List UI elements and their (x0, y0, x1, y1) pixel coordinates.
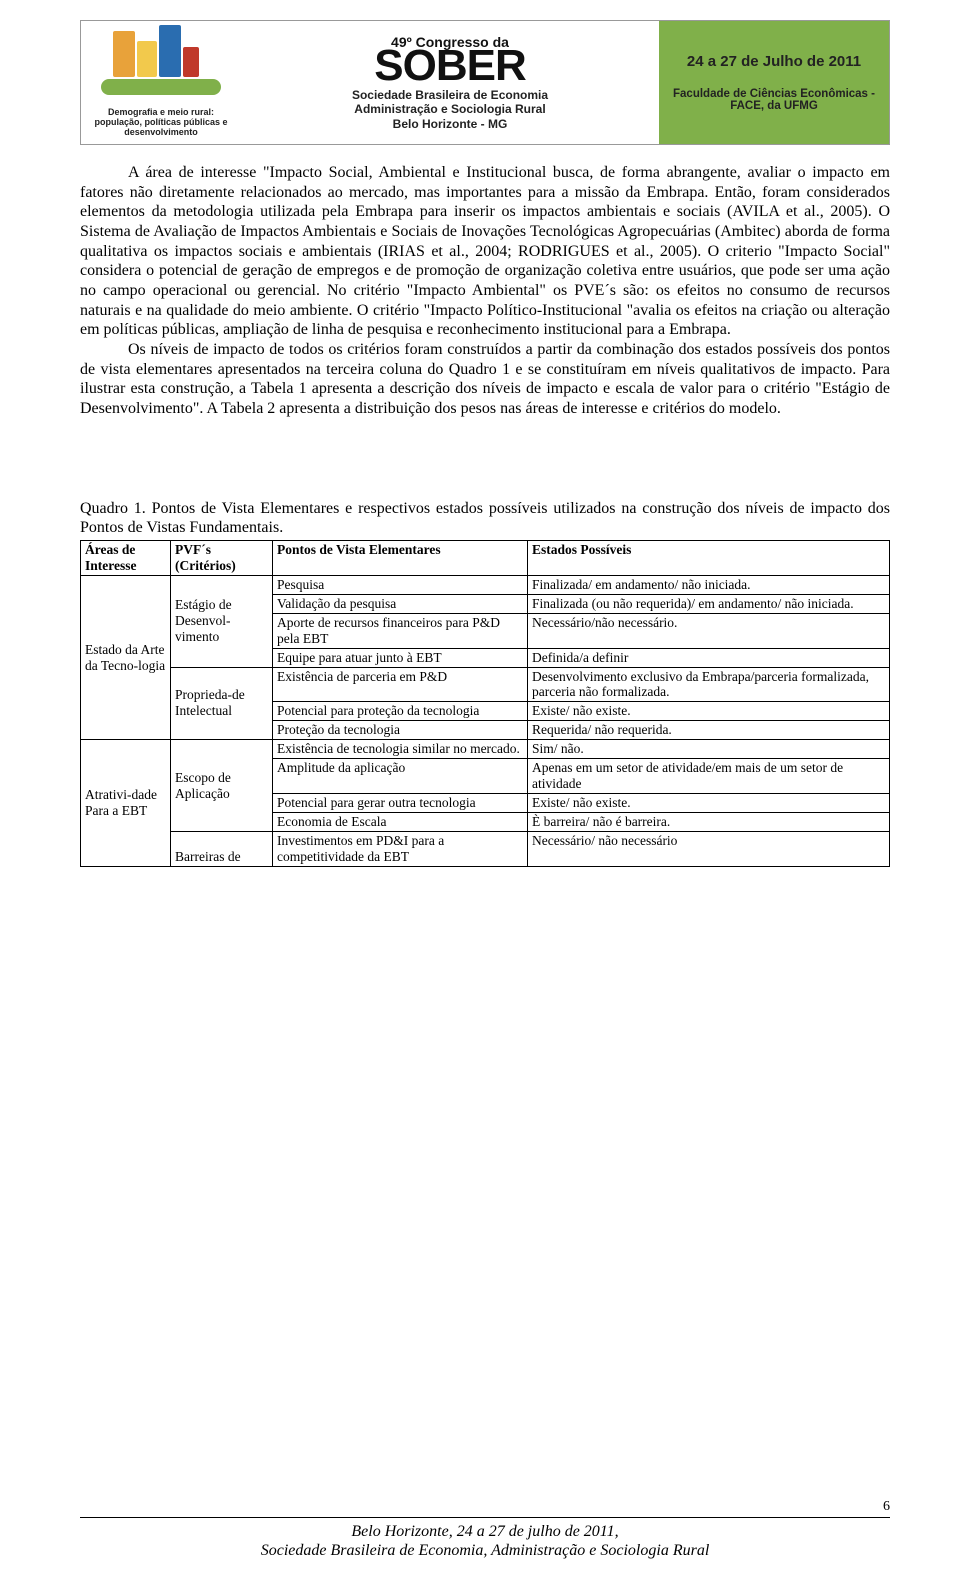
th-pvfs: PVF´s (Critérios) (171, 541, 273, 576)
paragraph-1: A área de interesse "Impacto Social, Amb… (80, 163, 890, 340)
cell-pve: Existência de tecnologia similar no merc… (273, 740, 528, 759)
cell-estado: Definida/a definir (528, 648, 890, 667)
cell-criterio: Proprieda-de Intelectual (171, 667, 273, 740)
sober-sub1: Sociedade Brasileira de Economia (352, 88, 548, 102)
cell-pve: Validação da pesquisa (273, 594, 528, 613)
cell-pve: Pesquisa (273, 575, 528, 594)
header-banner: Demografia e meio rural: população, polí… (80, 20, 890, 145)
event-dates: 24 a 27 de Julho de 2011 (687, 53, 861, 70)
banner-right: 24 a 27 de Julho de 2011 Faculdade de Ci… (659, 21, 889, 144)
cell-area: Atrativi-dade Para a EBT (81, 740, 171, 866)
cell-criterio: Barreiras de (171, 831, 273, 866)
table-row: Barreiras de Investimentos em PD&I para … (81, 831, 890, 866)
sober-sub2: Administração e Sociologia Rural (354, 102, 545, 116)
page-footer: 6 Belo Horizonte, 24 a 27 de julho de 20… (80, 1517, 890, 1561)
table-caption: Quadro 1. Pontos de Vista Elementares e … (80, 499, 890, 538)
cell-estado: Finalizada/ em andamento/ não iniciada. (528, 575, 890, 594)
table-row: Atrativi-dade Para a EBT Escopo de Aplic… (81, 740, 890, 759)
banner-left: Demografia e meio rural: população, polí… (81, 21, 241, 144)
table-header-row: Áreas de Interesse PVF´s (Critérios) Pon… (81, 541, 890, 576)
footer-divider (80, 1517, 890, 1518)
body-text: A área de interesse "Impacto Social, Amb… (80, 163, 890, 419)
sober-sub3: Belo Horizonte - MG (393, 117, 508, 131)
cell-estado: Necessário/não necessário. (528, 613, 890, 648)
cell-criterio: Escopo de Aplicação (171, 740, 273, 832)
table-row: Proprieda-de Intelectual Existência de p… (81, 667, 890, 702)
th-estados: Estados Possíveis (528, 541, 890, 576)
logo-shapes (101, 25, 221, 100)
cell-estado: Desenvolvimento exclusivo da Embrapa/par… (528, 667, 890, 702)
cell-pve: Existência de parceria em P&D (273, 667, 528, 702)
cell-pve: Investimentos em PD&I para a competitivi… (273, 831, 528, 866)
cell-pve: Equipe para atuar junto à EBT (273, 648, 528, 667)
cell-estado: Apenas em um setor de atividade/em mais … (528, 759, 890, 794)
cell-pve: Amplitude da aplicação (273, 759, 528, 794)
cell-estado: È barreira/ não é barreira. (528, 812, 890, 831)
banner-theme-2: população, políticas públicas e desenvol… (87, 118, 235, 138)
th-areas: Áreas de Interesse (81, 541, 171, 576)
cell-estado: Existe/ não existe. (528, 702, 890, 721)
page-number: 6 (883, 1499, 890, 1515)
cell-pve: Economia de Escala (273, 812, 528, 831)
cell-estado: Finalizada (ou não requerida)/ em andame… (528, 594, 890, 613)
sober-logo-text: SOBER (374, 44, 525, 88)
quadro-1-table: Áreas de Interesse PVF´s (Critérios) Pon… (80, 540, 890, 867)
banner-mid: 49º Congresso da SOBER Sociedade Brasile… (241, 21, 659, 144)
cell-estado: Necessário/ não necessário (528, 831, 890, 866)
event-venue: Faculdade de Ciências Econômicas - FACE,… (667, 88, 881, 112)
cell-area: Estado da Arte da Tecno-logia (81, 575, 171, 739)
cell-pve: Aporte de recursos financeiros para P&D … (273, 613, 528, 648)
footer-line1: Belo Horizonte, 24 a 27 de julho de 2011… (80, 1522, 890, 1542)
cell-pve: Potencial para gerar outra tecnologia (273, 793, 528, 812)
paragraph-2: Os níveis de impacto de todos os critéri… (80, 340, 890, 419)
th-pve: Pontos de Vista Elementares (273, 541, 528, 576)
footer-line2: Sociedade Brasileira de Economia, Admini… (80, 1541, 890, 1561)
table-row: Estado da Arte da Tecno-logia Estágio de… (81, 575, 890, 594)
cell-estado: Existe/ não existe. (528, 793, 890, 812)
cell-estado: Sim/ não. (528, 740, 890, 759)
cell-criterio: Estágio de Desenvol-vimento (171, 575, 273, 667)
cell-estado: Requerida/ não requerida. (528, 721, 890, 740)
cell-pve: Potencial para proteção da tecnologia (273, 702, 528, 721)
cell-pve: Proteção da tecnologia (273, 721, 528, 740)
